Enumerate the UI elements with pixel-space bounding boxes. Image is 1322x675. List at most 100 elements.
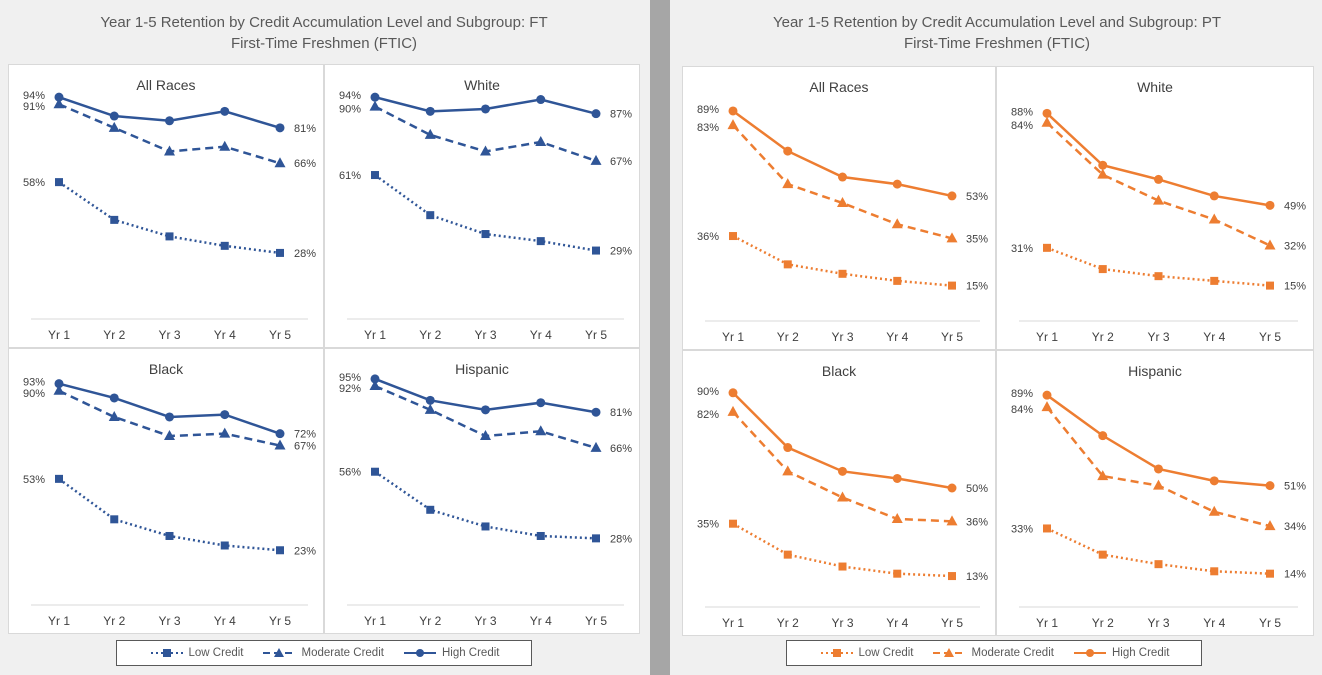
data-point-low-credit xyxy=(1043,243,1051,252)
data-point-moderate-credit xyxy=(424,403,436,414)
data-point-low-credit xyxy=(893,569,902,578)
legend-high-credit: High Credit xyxy=(402,647,499,659)
data-point-moderate-credit xyxy=(590,441,602,452)
data-label-high-credit: 90% xyxy=(697,386,719,398)
ft-panel-title: Year 1-5 Retention by Credit Accumulatio… xyxy=(0,12,648,54)
data-point-low-credit xyxy=(838,269,847,278)
data-point-moderate-credit xyxy=(1153,194,1164,205)
data-point-low-credit xyxy=(426,211,435,220)
data-point-low-credit xyxy=(426,505,435,514)
data-point-low-credit xyxy=(481,230,490,239)
data-point-low-credit xyxy=(1043,524,1051,533)
data-label-low-credit: 29% xyxy=(610,246,632,258)
data-label-moderate-credit: 67% xyxy=(610,156,632,168)
data-label-low-credit: 31% xyxy=(1011,243,1033,255)
data-point-high-credit xyxy=(1154,174,1163,184)
data-point-moderate-credit xyxy=(1097,168,1109,179)
data-label-high-credit: 93% xyxy=(23,377,45,389)
data-point-moderate-credit xyxy=(108,410,120,421)
data-point-moderate-credit xyxy=(727,119,739,130)
series-line-moderate-credit xyxy=(732,410,953,523)
data-label-moderate-credit: 34% xyxy=(1284,521,1306,533)
data-label-low-credit: 36% xyxy=(697,231,719,243)
chart-title: Black xyxy=(821,363,857,379)
x-tick-label: Yr 1 xyxy=(1036,616,1058,630)
series-line-low-credit xyxy=(58,181,281,255)
data-point-moderate-credit xyxy=(1041,116,1053,127)
x-tick-label: Yr 4 xyxy=(530,328,552,342)
ft-title-line1: Year 1-5 Retention by Credit Accumulatio… xyxy=(100,14,548,31)
x-tick-label: Yr 4 xyxy=(530,614,552,628)
data-label-low-credit: 13% xyxy=(966,571,988,583)
x-tick-label: Yr 1 xyxy=(48,328,70,342)
data-label-moderate-credit: 36% xyxy=(966,516,988,528)
data-label-low-credit: 28% xyxy=(610,533,632,545)
data-point-low-credit xyxy=(592,534,600,543)
x-tick-label: Yr 5 xyxy=(941,616,963,630)
data-label-moderate-credit: 82% xyxy=(697,409,719,421)
data-label-low-credit: 15% xyxy=(966,281,988,293)
data-label-high-credit: 81% xyxy=(610,407,632,419)
data-label-high-credit: 94% xyxy=(339,90,361,102)
legend-low-credit-marker xyxy=(150,649,183,657)
data-point-high-credit xyxy=(54,379,64,389)
data-point-low-credit xyxy=(481,522,490,531)
chart-title: White xyxy=(464,77,500,93)
data-label-moderate-credit: 84% xyxy=(1011,120,1033,132)
chart-pt-white: White Yr 1 Yr 2 Yr 3 Yr 4 Yr 5 31% 15% 84% 32% 88… xyxy=(996,66,1314,350)
chart-plot: Yr 1 Yr 2 Yr 3 Yr 4 Yr 5 53% 23% 90% 67% 93% 72% xyxy=(23,377,316,628)
x-tick-label: Yr 1 xyxy=(1036,330,1058,344)
data-point-moderate-credit xyxy=(164,145,175,156)
data-point-moderate-credit xyxy=(946,232,958,243)
data-point-low-credit xyxy=(1154,560,1163,569)
data-point-moderate-credit xyxy=(53,384,65,395)
data-label-low-credit: 58% xyxy=(23,177,45,189)
chart-pt-all-races: All Races Yr 1 Yr 2 Yr 3 Yr 4 Yr 5 36% 15% 83% 3… xyxy=(682,66,996,350)
legend-moderate-credit-marker xyxy=(933,648,966,657)
data-label-low-credit: 33% xyxy=(1011,523,1033,535)
legend-low-credit: Low Credit xyxy=(149,647,243,659)
data-point-high-credit xyxy=(1154,464,1163,474)
data-point-low-credit xyxy=(948,281,956,290)
data-label-moderate-credit: 83% xyxy=(697,122,719,134)
data-point-low-credit xyxy=(55,178,63,187)
x-tick-label: Yr 2 xyxy=(1092,330,1114,344)
data-point-high-credit xyxy=(728,388,738,398)
series-line-high-credit xyxy=(1046,112,1271,207)
x-tick-label: Yr 1 xyxy=(364,614,386,628)
x-tick-label: Yr 3 xyxy=(1147,616,1169,630)
data-point-high-credit xyxy=(109,111,119,121)
x-tick-label: Yr 2 xyxy=(419,328,441,342)
pt-panel-title: Year 1-5 Retention by Credit Accumulatio… xyxy=(672,12,1322,54)
data-point-low-credit xyxy=(783,550,792,559)
data-label-low-credit: 53% xyxy=(23,474,45,486)
x-tick-label: Yr 5 xyxy=(941,330,963,344)
series-line-moderate-credit xyxy=(1046,121,1271,247)
chart-title: Black xyxy=(148,361,184,377)
x-tick-label: Yr 5 xyxy=(269,328,291,342)
data-point-high-credit xyxy=(1042,390,1052,400)
data-point-low-credit xyxy=(838,562,847,571)
data-label-high-credit: 53% xyxy=(966,191,988,203)
x-tick-label: Yr 4 xyxy=(886,330,908,344)
data-label-low-credit: 14% xyxy=(1284,569,1306,581)
data-point-high-credit xyxy=(947,191,957,201)
data-point-moderate-credit xyxy=(837,197,848,207)
x-tick-label: Yr 3 xyxy=(474,328,496,342)
data-point-moderate-credit xyxy=(891,512,903,523)
x-tick-label: Yr 3 xyxy=(474,614,496,628)
ft-title-line2: First-Time Freshmen (FTIC) xyxy=(230,35,418,52)
data-point-high-credit xyxy=(481,405,490,415)
data-point-high-credit xyxy=(838,172,847,182)
data-point-high-credit xyxy=(165,412,174,422)
x-tick-label: Yr 4 xyxy=(886,616,908,630)
data-point-high-credit xyxy=(54,92,64,102)
x-tick-label: Yr 2 xyxy=(419,614,441,628)
data-point-moderate-credit xyxy=(53,98,65,109)
data-label-high-credit: 95% xyxy=(339,372,361,384)
legend-moderate-credit-marker xyxy=(263,648,296,657)
data-point-high-credit xyxy=(1098,431,1108,441)
data-label-high-credit: 88% xyxy=(1011,106,1033,118)
chart-plot: Yr 1 Yr 2 Yr 3 Yr 4 Yr 5 31% 15% 84% 32% 88% 49% xyxy=(1011,106,1306,344)
data-label-low-credit: 28% xyxy=(294,248,316,260)
